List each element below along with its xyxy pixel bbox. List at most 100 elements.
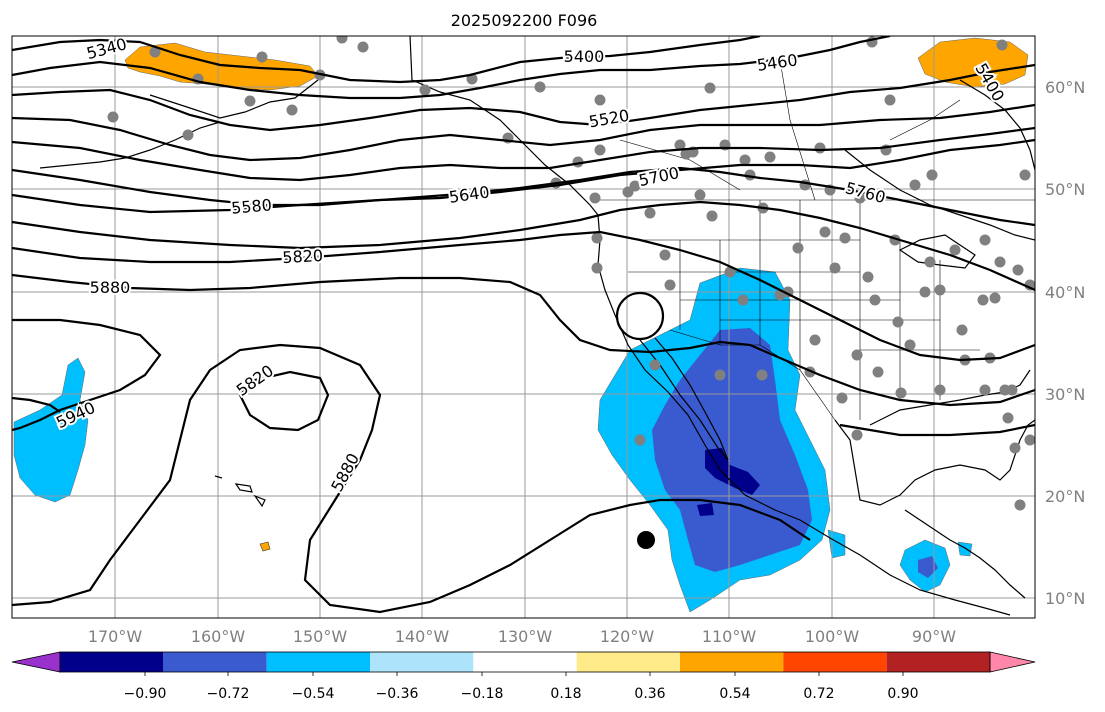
map-panel: 5340 5400 5460 5520 5580 5640 5700 5760 … (12, 36, 1035, 618)
station-dot (466, 73, 478, 85)
colorbar-segment (266, 652, 370, 672)
graticule (12, 36, 1035, 618)
political-borders (598, 59, 1035, 421)
station-dot (594, 144, 606, 156)
station-dot (792, 242, 804, 254)
colorbar-label: 0.36 (634, 686, 665, 702)
station-dot (851, 349, 863, 361)
station-dot (737, 294, 749, 306)
anomaly-region-hawaii (259, 541, 271, 552)
lat-label-40: 40°N (1045, 283, 1085, 302)
station-dot (664, 279, 676, 291)
station-dot (1019, 169, 1031, 181)
station-dot (674, 139, 686, 151)
station-dot (979, 234, 991, 246)
station-dot (869, 294, 881, 306)
colorbar-segment (473, 652, 577, 672)
station-dot (714, 369, 726, 381)
station-dot (934, 284, 946, 296)
station-dot (694, 189, 706, 201)
colorbar-frame (59, 651, 991, 673)
station-dot (182, 129, 194, 141)
contour-label-5820: 5820 (282, 246, 324, 267)
colorbar-segment (886, 652, 990, 672)
colorbar-extension-low (11, 651, 61, 673)
station-dot (919, 286, 931, 298)
station-dot (979, 384, 991, 396)
station-dot (594, 94, 606, 106)
lon-label-170: 170°W (88, 627, 143, 646)
colorbar-label: −0.72 (207, 686, 250, 702)
storm-marker (637, 531, 655, 549)
latitude-labels: 60°N 50°N 40°N 30°N 20°N 10°N (1045, 78, 1085, 608)
colorbar-label: 0.90 (887, 686, 918, 702)
station-dot (1024, 434, 1035, 446)
station-dot (706, 210, 718, 222)
anomaly-region-alaska (124, 42, 319, 91)
station-dot (989, 292, 1001, 304)
station-dot (836, 392, 848, 404)
colorbar-label: −0.54 (292, 686, 335, 702)
station-dot (819, 226, 831, 238)
station-dot (336, 36, 348, 44)
colorbar-segment (576, 652, 680, 672)
station-dot (1012, 264, 1024, 276)
station-dot (996, 39, 1008, 51)
colorbar-label: −0.90 (124, 686, 167, 702)
lon-label-140: 140°W (395, 627, 450, 646)
station-dot (764, 151, 776, 163)
station-dot (591, 262, 603, 274)
lon-label-100: 100°W (805, 627, 860, 646)
colorbar-segment (783, 652, 887, 672)
colorbar-label: 0.18 (550, 686, 581, 702)
station-dot (704, 82, 716, 94)
station-dot (854, 192, 866, 204)
station-dot (724, 266, 736, 278)
station-dot (644, 207, 656, 219)
station-dot (629, 180, 641, 192)
lat-label-20: 20°N (1045, 487, 1085, 506)
station-dot (244, 95, 256, 107)
station-dot (977, 294, 989, 306)
coastlines (39, 36, 1035, 616)
anomaly-region-dark (705, 448, 760, 495)
colorbar-label: 0.72 (803, 686, 834, 702)
station-dot (1006, 384, 1018, 396)
station-dot (872, 366, 884, 378)
longitude-labels: 170°W 160°W 150°W 140°W 130°W 120°W 110°… (88, 627, 956, 646)
station-dot (256, 51, 268, 63)
station-dot (534, 81, 546, 93)
station-dot (892, 316, 904, 328)
lat-label-30: 30°N (1045, 385, 1085, 404)
contour-label-5580: 5580 (230, 195, 272, 217)
colorbar-extension-high (989, 651, 1036, 673)
station-dot (909, 179, 921, 191)
lon-label-150: 150°W (293, 627, 348, 646)
lon-label-90: 90°W (912, 627, 956, 646)
colorbar-label: 0.54 (719, 686, 750, 702)
station-dot (924, 256, 936, 268)
station-dot (589, 192, 601, 204)
lon-label-120: 120°W (600, 627, 655, 646)
station-dot (649, 359, 661, 371)
map-frame (11, 35, 1036, 619)
station-dot (809, 334, 821, 346)
station-dot (739, 154, 751, 166)
colorbar: −0.90 −0.72 −0.54 −0.36 −0.18 0.18 0.36 0.54 0.7… (11, 651, 1036, 702)
station-dot (926, 169, 938, 181)
station-dot (107, 111, 119, 123)
station-dot (659, 249, 671, 261)
colorbar-segment (60, 652, 164, 672)
colorbar-label: −0.18 (461, 686, 504, 702)
lon-label-160: 160°W (191, 627, 246, 646)
station-dot (357, 41, 369, 53)
station-dot (829, 262, 841, 274)
station-dot (756, 369, 768, 381)
lat-label-60: 60°N (1045, 78, 1085, 97)
station-dot (884, 94, 896, 106)
station-dot (895, 387, 907, 399)
lat-label-10: 10°N (1045, 589, 1085, 608)
station-dot (814, 142, 826, 154)
colorbar-segment (370, 652, 474, 672)
